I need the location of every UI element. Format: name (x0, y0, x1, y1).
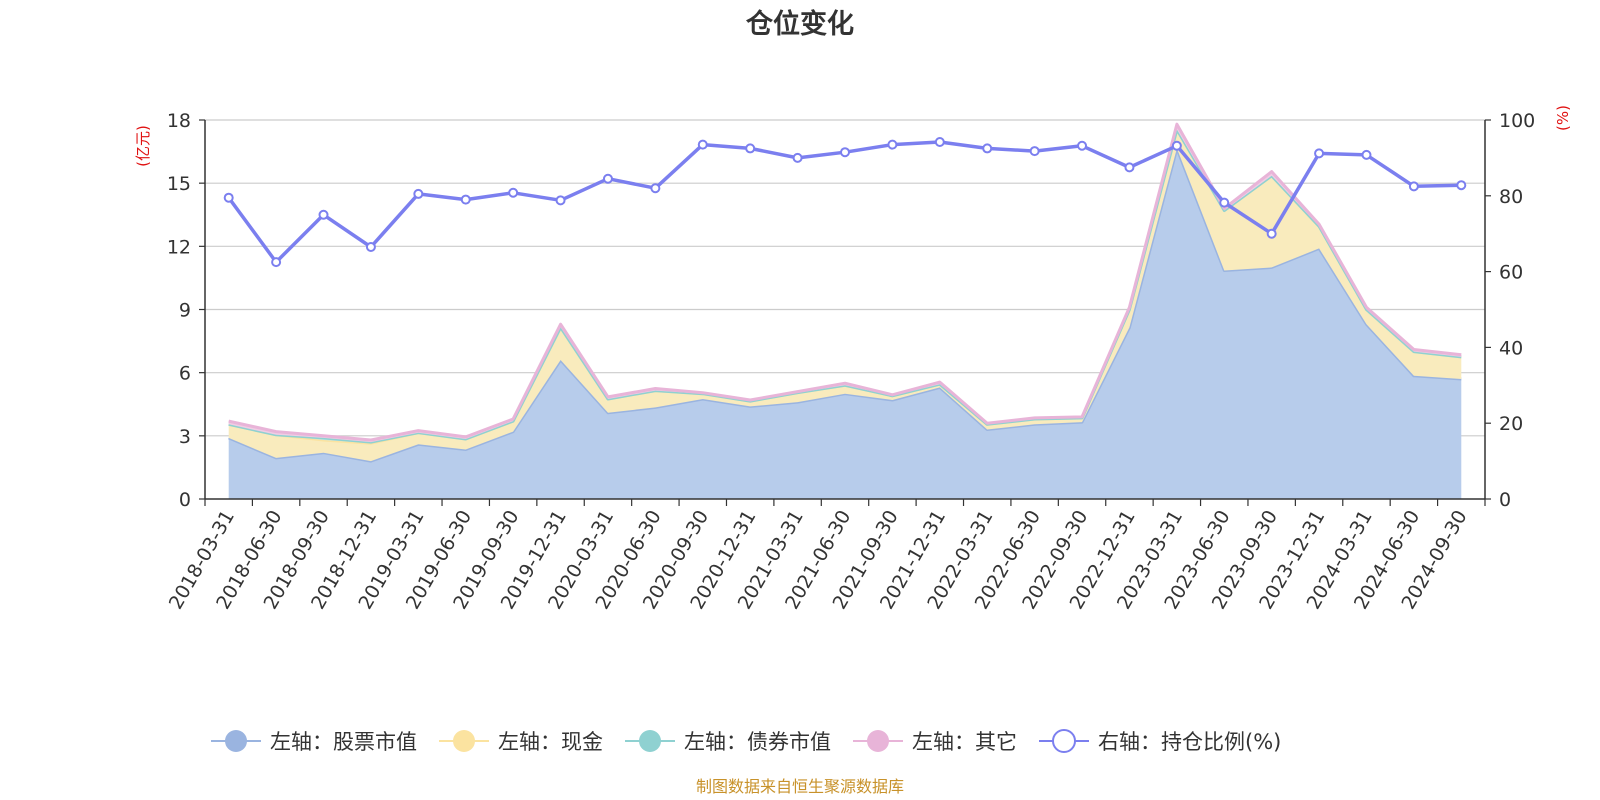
legend-label: 左轴：现金 (498, 730, 603, 754)
ratio-line-layer (223, 136, 1467, 268)
ratio-point (1314, 148, 1325, 159)
legend-label: 左轴：其它 (912, 730, 1017, 754)
legend-marker (639, 730, 661, 752)
ratio-point (1456, 180, 1467, 191)
ratio-point (460, 194, 471, 205)
left-axis-unit: (亿元) (134, 125, 152, 167)
ratio-point (508, 187, 519, 198)
ratio-point (602, 173, 613, 184)
legend-label: 左轴：股票市值 (270, 730, 417, 754)
left-tick-label: 15 (167, 173, 191, 195)
legend-item: 左轴：债券市值 (625, 730, 831, 754)
ratio-point (840, 147, 850, 158)
right-axis-unit: (%) (1554, 105, 1572, 131)
chart-title: 仓位变化 (745, 8, 854, 40)
legend-marker (1052, 729, 1076, 753)
left-tick-label: 9 (179, 300, 191, 322)
ratio-point (697, 139, 708, 150)
legend-item: 左轴：其它 (853, 730, 1017, 754)
right-tick-label: 20 (1499, 413, 1523, 435)
left-tick-label: 18 (167, 110, 191, 132)
left-tick-label: 3 (179, 426, 191, 448)
ratio-point (413, 188, 424, 199)
ratio-point (365, 241, 376, 252)
ratio-point (1408, 181, 1419, 192)
legend-label: 右轴：持仓比例(%) (1098, 730, 1281, 754)
area-9ab4e0 (228, 148, 1462, 499)
legend-label: 左轴：债券市值 (684, 730, 831, 754)
legend-item: 右轴：持仓比例(%) (1039, 729, 1281, 754)
ratio-point (887, 139, 898, 150)
ratio-point (792, 152, 803, 163)
area-fbe3a0 (228, 129, 1462, 462)
ratio-point (1029, 146, 1040, 157)
stacked-areas (228, 122, 1462, 499)
ratio-point (982, 143, 993, 154)
ratio-point (934, 136, 945, 147)
ratio-point (745, 143, 756, 154)
right-tick-label: 100 (1499, 110, 1535, 132)
left-tick-label: 6 (179, 363, 191, 385)
legend: 左轴：股票市值 左轴：现金 左轴：债券市值 左轴：其它 右轴：持仓比例(%) (211, 729, 1281, 754)
area-edge-line (228, 122, 1462, 442)
legend-marker (453, 730, 475, 752)
left-tick-label: 0 (179, 489, 191, 511)
legend-item: 左轴：现金 (439, 730, 603, 754)
right-tick-label: 60 (1499, 262, 1523, 284)
ratio-point (1171, 140, 1182, 151)
right-tick-label: 80 (1499, 186, 1523, 208)
ratio-point (1266, 228, 1277, 239)
ratio-point (1124, 162, 1135, 173)
ratio-point (555, 195, 566, 206)
ratio-point (1361, 149, 1372, 160)
ratio-point (223, 192, 234, 203)
ratio-point (650, 183, 661, 194)
source-note: 制图数据来自恒生聚源数据库 (696, 777, 904, 796)
left-tick-label: 12 (167, 236, 191, 258)
ratio-point (1219, 197, 1230, 208)
right-tick-label: 0 (1499, 489, 1511, 511)
ratio-point (271, 257, 282, 268)
legend-item: 左轴：股票市值 (211, 730, 417, 754)
legend-marker (225, 730, 247, 752)
ratio-point (1077, 140, 1088, 151)
right-tick-label: 40 (1499, 337, 1523, 359)
ratio-point (318, 209, 329, 220)
legend-marker (867, 730, 889, 752)
